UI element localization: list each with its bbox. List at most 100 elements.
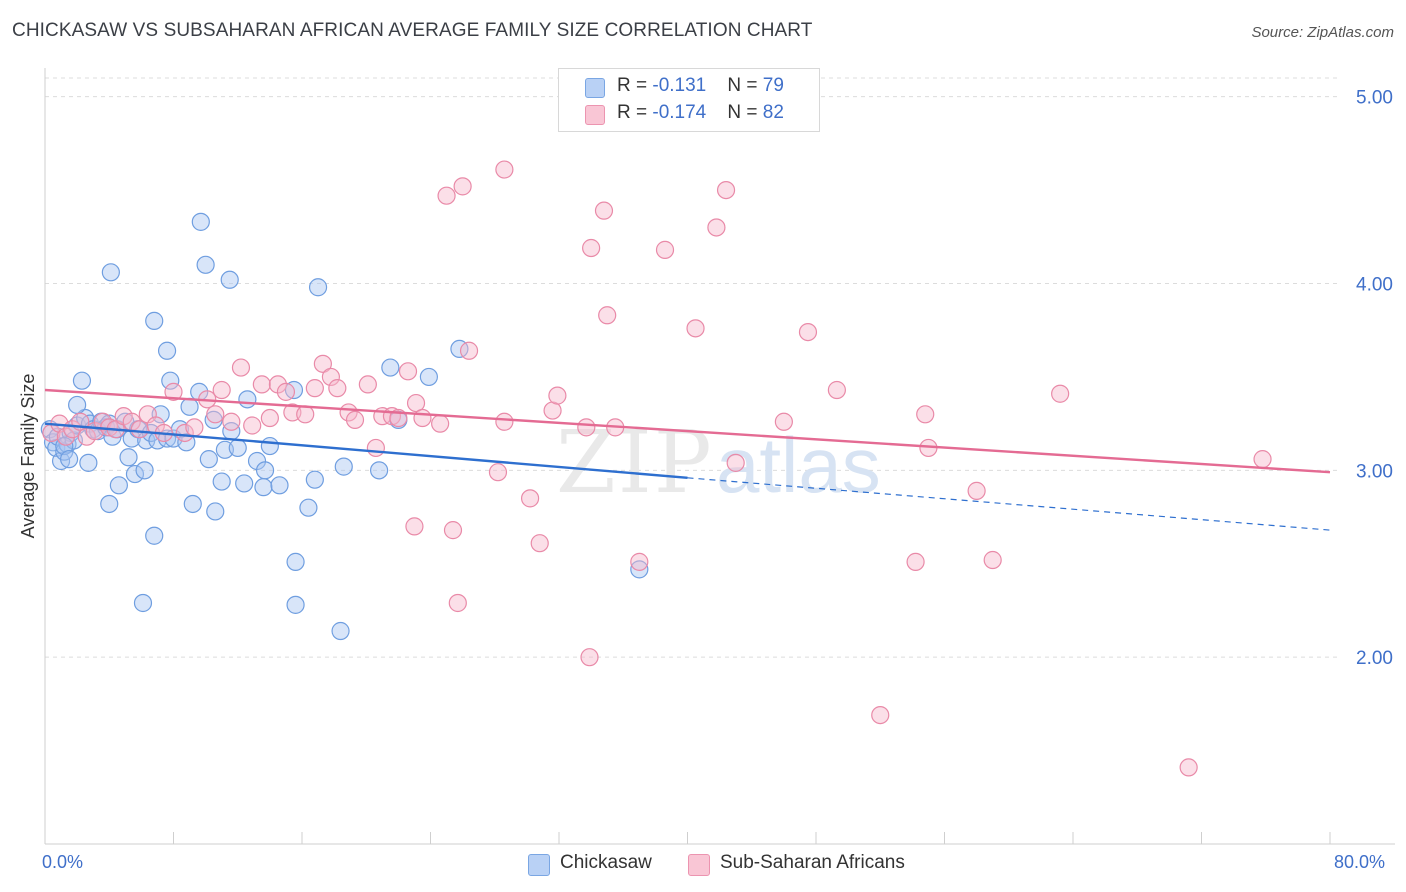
subsaharan-point [577, 418, 596, 437]
subsaharan-point [345, 410, 365, 429]
subsaharan-point [175, 423, 194, 443]
series-label: Sub-Saharan Africans [720, 852, 905, 873]
subsaharan-point [305, 379, 324, 398]
series-legend-subsaharan: Sub-Saharan Africans [688, 852, 928, 878]
y-tick-label: 2.00 [1356, 648, 1393, 669]
chickasaw-point [157, 341, 177, 360]
subsaharan-point [437, 186, 456, 205]
subsaharan-point [520, 489, 540, 508]
subsaharan-point [594, 201, 614, 220]
chickasaw-trend-extension [687, 477, 1331, 531]
chickasaw-point [79, 453, 98, 472]
legend-n-label: N = [727, 102, 763, 123]
chickasaw-point [255, 461, 275, 480]
subsaharan-point [130, 420, 149, 439]
subsaharan-point [774, 412, 793, 431]
subsaharan-point [231, 358, 251, 377]
chickasaw-point [370, 461, 389, 480]
subsaharan-point [366, 438, 385, 458]
chickasaw-trend-line [44, 422, 688, 480]
subsaharan-point [686, 319, 705, 338]
trend-layer [44, 388, 1331, 531]
subsaharan-point [1179, 758, 1198, 777]
subsaharan-point [983, 550, 1002, 570]
chickasaw-point [308, 278, 328, 297]
subsaharan-point [448, 593, 467, 613]
chickasaw-point [72, 371, 92, 390]
legend-swatch-blue [585, 78, 605, 98]
legend-r-label: R = [617, 102, 653, 123]
subsaharan-point [580, 648, 599, 667]
series-swatch-pink [688, 854, 710, 876]
chickasaw-point [196, 255, 215, 274]
subsaharan-point [716, 180, 736, 200]
chickasaw-point [125, 464, 145, 484]
chickasaw-point [270, 476, 289, 495]
subsaharan-point [296, 405, 315, 424]
subsaharan-point [1253, 450, 1272, 469]
chickasaw-point [260, 436, 279, 456]
subsaharan-point [413, 408, 432, 428]
subsaharan-point [906, 552, 925, 571]
axis-layer: 2.00 3.00 4.00 5.00 [44, 68, 1395, 845]
chickasaw-point [331, 621, 350, 641]
chickasaw-point [151, 405, 170, 424]
subsaharan-point [431, 414, 450, 433]
chickasaw-point [630, 560, 649, 579]
stats-legend: R = -0.131 N = 79 R = -0.174 N = 82 [558, 68, 820, 132]
chickasaw-point [119, 448, 138, 467]
x-tick-label-min: 0.0% [42, 852, 84, 872]
chickasaw-point [145, 526, 164, 545]
legend-r-value: -0.174 [652, 102, 707, 123]
watermark: ZIP atlas [556, 413, 881, 513]
subsaharan-point [328, 379, 347, 398]
legend-r-label: R = [617, 75, 653, 96]
subsaharan-point [1051, 384, 1070, 403]
chickasaw-point [254, 478, 273, 497]
legend-swatch-pink [585, 105, 605, 125]
chickasaw-point [183, 494, 202, 514]
subsaharan-point [164, 382, 183, 401]
subsaharan-point [443, 521, 463, 540]
subsaharan-trend-line [44, 388, 1331, 474]
subsaharan-point [548, 386, 567, 405]
chickasaw-point [161, 371, 180, 390]
legend-n-label: N = [727, 75, 763, 96]
subsaharan-point [630, 552, 649, 571]
subsaharan-point [916, 405, 935, 424]
subsaharan-point [405, 517, 424, 536]
chickasaw-point [419, 367, 438, 387]
x-tick-label-max: 80.0% [1334, 852, 1386, 872]
legend-n-value: 82 [762, 102, 784, 123]
subsaharan-point [655, 240, 675, 259]
subsaharan-point [358, 375, 377, 394]
chickasaw-point [305, 470, 324, 489]
legend-n-value: 79 [762, 75, 784, 96]
points-layer [40, 160, 1272, 777]
subsaharan-point [206, 405, 225, 424]
subsaharan-point [726, 453, 745, 472]
subsaharan-point [871, 705, 890, 725]
chickasaw-point [238, 390, 257, 409]
subsaharan-point [453, 177, 472, 196]
subsaharan-point [582, 238, 601, 258]
subsaharan-point [707, 218, 726, 237]
subsaharan-point [495, 412, 514, 431]
chickasaw-point [101, 263, 120, 282]
chickasaw-point [191, 212, 210, 231]
subsaharan-point [798, 322, 818, 342]
y-tick-label: 3.00 [1356, 461, 1393, 482]
subsaharan-point [56, 427, 75, 446]
chickasaw-point [135, 461, 154, 480]
series-swatch-blue [528, 854, 550, 876]
subsaharan-point [276, 382, 296, 401]
y-axis-label: Average Family Size [18, 374, 38, 539]
series-label: Chickasaw [560, 852, 652, 873]
y-tick-label: 4.00 [1356, 275, 1393, 296]
subsaharan-point [827, 380, 846, 400]
subsaharan-point [260, 408, 279, 428]
chickasaw-point [199, 450, 218, 469]
subsaharan-point [406, 393, 426, 413]
subsaharan-point [488, 463, 508, 482]
